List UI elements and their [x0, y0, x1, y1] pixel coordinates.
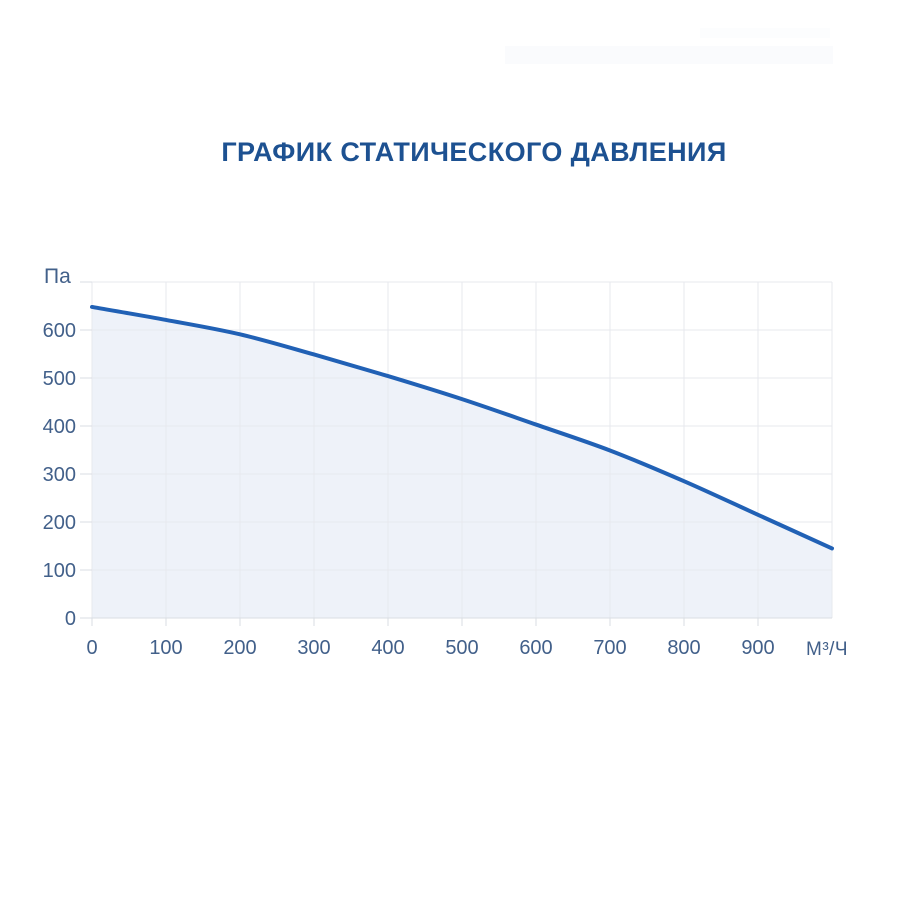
y-tick-label: 200	[43, 512, 76, 534]
y-tick-label: 600	[43, 320, 76, 342]
y-tick-label: 500	[43, 368, 76, 390]
x-tick-label: 200	[223, 637, 256, 659]
x-tick-label: 600	[519, 637, 552, 659]
x-tick-label: 800	[667, 637, 700, 659]
y-tick-label: 300	[43, 464, 76, 486]
x-tick-label: 100	[149, 637, 182, 659]
x-axis-unit-label: М³/Ч	[806, 639, 849, 660]
x-tick-label: 500	[445, 637, 478, 659]
chart-title: ГРАФИК СТАТИЧЕСКОГО ДАВЛЕНИЯ	[221, 137, 727, 167]
x-tick-label: 400	[371, 637, 404, 659]
pressure-curve	[90, 304, 834, 551]
x-tick-label: 300	[297, 637, 330, 659]
x-tick-label: 700	[593, 637, 626, 659]
y-axis-unit-label: Па	[44, 265, 71, 288]
y-tick-label: 400	[43, 416, 76, 438]
y-tick-label: 100	[43, 560, 76, 582]
y-tick-label: 0	[65, 608, 76, 630]
x-tick-label: 0	[86, 637, 97, 659]
x-tick-label: 900	[741, 637, 774, 659]
